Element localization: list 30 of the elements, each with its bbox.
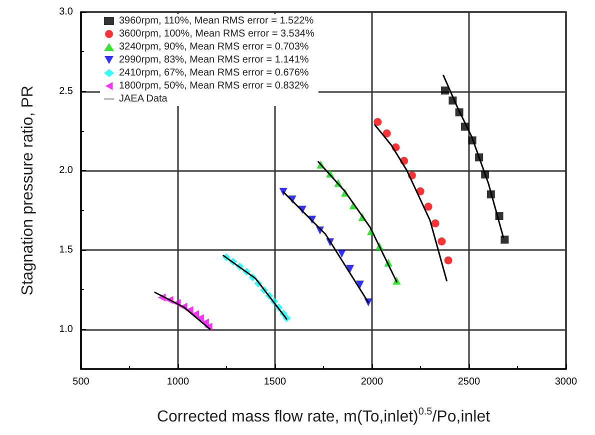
point (424, 202, 432, 211)
legend-label: 2410rpm, 67%, Mean RMS error = 0.676% (119, 68, 309, 78)
point (438, 237, 446, 246)
point (500, 236, 509, 244)
x-tick-label: 1000 (166, 376, 190, 388)
point (431, 219, 440, 228)
y-tick-label: 1.5 (59, 244, 74, 256)
point (356, 280, 364, 289)
legend-label: 3960rpm, 110%, Mean RMS error = 1.522% (119, 16, 314, 26)
y-axis-title: Stagnation pressure ratio, PR (20, 86, 36, 296)
y-tick-label: 2.0 (59, 165, 74, 176)
legend-label: 3600rpm, 100%, Mean RMS error = 3.534% (119, 28, 314, 40)
x-tick-label: 500 (72, 376, 90, 388)
point (338, 250, 346, 258)
y-tick-label: 3.0 (59, 6, 74, 18)
legend-label: 1800rpm, 50%, Mean RMS error = 0.832% (119, 80, 309, 92)
point (444, 256, 452, 264)
point (374, 118, 382, 126)
x-tick-label: 2000 (360, 376, 384, 388)
x-tick-label: 3000 (554, 376, 578, 388)
legend-label: 2990rpm, 83%, Mean RMS error = 1.141% (119, 54, 309, 66)
legend-label: 3240rpm, 90%, Mean RMS error = 0.703% (119, 42, 309, 52)
point (346, 264, 354, 273)
x-tick-label: 1500 (264, 376, 287, 388)
y-tick-label: 2.5 (59, 86, 74, 97)
y-tick-label: 1.0 (59, 324, 74, 335)
x-tick-label: 2500 (458, 376, 481, 388)
point (440, 86, 449, 95)
legend-label: JAEA Data (119, 94, 168, 104)
point (382, 129, 391, 138)
